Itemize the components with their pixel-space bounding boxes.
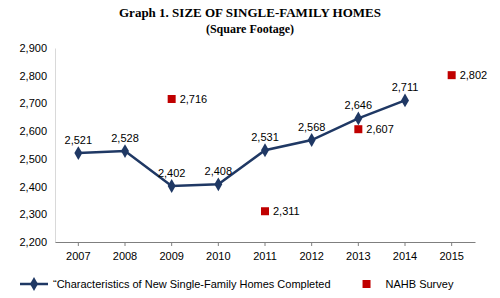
- series-line: [78, 100, 405, 186]
- x-tick-label: 2010: [206, 250, 230, 262]
- x-tick-label: 2014: [393, 250, 417, 262]
- x-tick-mark: [451, 242, 452, 246]
- y-axis: 2,200 2,300 2,400 2,500 2,600 2,700 2,800 2,900: [19, 42, 55, 248]
- data-label: 2,607: [366, 123, 394, 135]
- x-tick-mark: [311, 242, 312, 246]
- x-tick-label: 2012: [299, 250, 323, 262]
- x-tick-label: 2009: [159, 250, 183, 262]
- chart-subtitle: (Square Footage): [206, 22, 294, 36]
- x-tick: 2009: [159, 242, 183, 262]
- series-marker: [354, 125, 362, 133]
- x-tick: 2011: [253, 242, 277, 262]
- chart-container: Graph 1. SIZE OF SINGLE-FAMILY HOMES (Squ…: [0, 0, 500, 298]
- y-tick-label: 2,700: [19, 97, 47, 109]
- chart-title: Graph 1. SIZE OF SINGLE-FAMILY HOMES: [119, 5, 381, 20]
- legend-marker: [30, 277, 38, 291]
- data-label: 2,716: [180, 93, 208, 105]
- data-label: 2,711: [392, 81, 419, 93]
- data-label: 2,531: [251, 131, 279, 143]
- series-marker: [121, 144, 129, 158]
- data-label: 2,528: [111, 132, 139, 144]
- y-tick-label: 2,400: [19, 181, 47, 193]
- x-tick-label: 2011: [253, 250, 277, 262]
- x-tick: 2014: [393, 242, 417, 262]
- y-tick-label: 2,200: [19, 236, 47, 248]
- y-tick: 2,400: [19, 181, 55, 193]
- x-tick-mark: [78, 242, 79, 246]
- y-tick: 2,300: [19, 208, 55, 220]
- series-marker: [261, 143, 269, 157]
- x-tick-mark: [171, 242, 172, 246]
- x-tick-mark: [265, 242, 266, 246]
- x-tick-mark: [405, 242, 406, 246]
- series-marker: [261, 207, 269, 215]
- x-tick: 2007: [66, 242, 90, 262]
- data-label: 2,311: [273, 205, 300, 217]
- legend-label: NAHB Survey: [386, 278, 454, 290]
- x-tick: 2015: [439, 242, 463, 262]
- data-label: 2,408: [205, 165, 233, 177]
- series-marker: [168, 179, 176, 193]
- series-marker: [401, 93, 409, 107]
- y-tick-label: 2,900: [19, 42, 47, 54]
- x-tick: 2008: [113, 242, 137, 262]
- data-labels: 2,521 2,528 2,402 2,408 2,531 2,568 2,646 2,711…: [65, 69, 488, 217]
- legend-item: NAHB Survey: [363, 278, 454, 290]
- legend-label: “Characteristics of New Single-Family Ho…: [53, 278, 331, 290]
- x-tick-label: 2008: [113, 250, 137, 262]
- series-marker: [168, 95, 176, 103]
- y-tick-label: 2,500: [19, 153, 47, 165]
- y-tick: 2,600: [19, 125, 55, 137]
- legend-item: “Characteristics of New Single-Family Ho…: [20, 277, 331, 291]
- x-tick-mark: [218, 242, 219, 246]
- series-marker: [354, 111, 362, 125]
- data-label: 2,802: [460, 69, 488, 81]
- y-tick-label: 2,800: [19, 70, 47, 82]
- legend-marker: [363, 280, 371, 288]
- x-axis: 2007 2008 2009 2010 2011 2012 2013 2014 2015: [56, 242, 476, 262]
- data-label: 2,646: [345, 99, 373, 111]
- series-marker: [74, 146, 82, 160]
- x-tick-label: 2007: [66, 250, 90, 262]
- series-marker: [448, 71, 456, 79]
- data-label: 2,568: [298, 121, 326, 133]
- y-tick: 2,800: [19, 70, 55, 82]
- chart-svg: Graph 1. SIZE OF SINGLE-FAMILY HOMES (Squ…: [0, 0, 500, 298]
- y-tick-label: 2,600: [19, 125, 47, 137]
- data-label: 2,521: [65, 134, 93, 146]
- y-tick: 2,900: [19, 42, 55, 54]
- series-marker: [214, 177, 222, 191]
- y-tick: 2,200: [19, 236, 55, 248]
- x-tick-mark: [358, 242, 359, 246]
- y-tick: 2,700: [19, 97, 55, 109]
- y-axis-line: [55, 49, 56, 243]
- y-tick: 2,500: [19, 153, 55, 165]
- x-tick: 2013: [346, 242, 370, 262]
- series-marker: [308, 133, 316, 147]
- plot-marks: [74, 71, 455, 215]
- legend: “Characteristics of New Single-Family Ho…: [20, 277, 454, 291]
- x-tick-label: 2015: [439, 250, 463, 262]
- x-tick: 2012: [299, 242, 323, 262]
- x-tick-label: 2013: [346, 250, 370, 262]
- data-label: 2,402: [158, 167, 186, 179]
- y-tick-label: 2,300: [19, 208, 47, 220]
- x-tick: 2010: [206, 242, 230, 262]
- x-tick-mark: [125, 242, 126, 246]
